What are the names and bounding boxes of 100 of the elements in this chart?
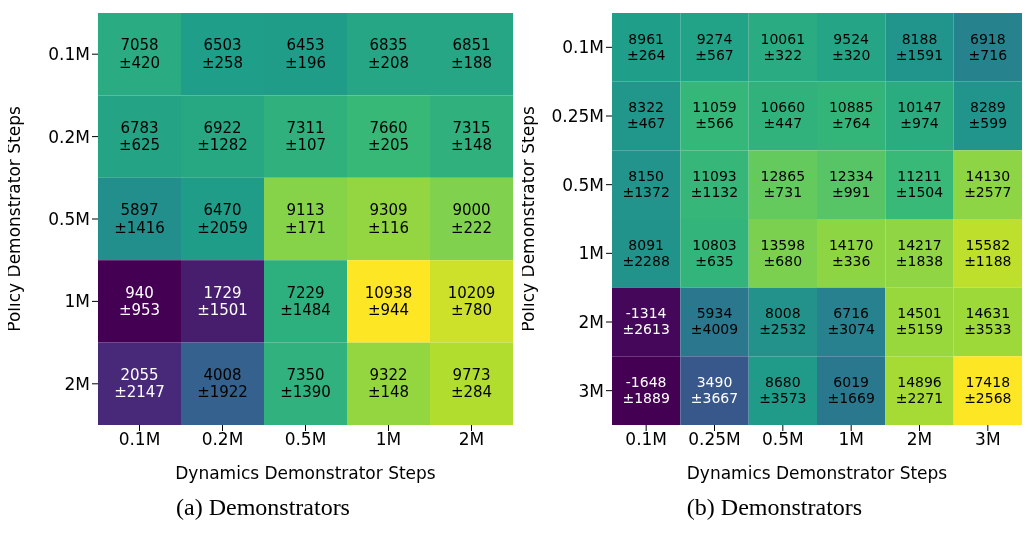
data-label: 8289 — [970, 99, 1006, 116]
data-label: 8188 — [901, 30, 938, 47]
data-label: 15582 — [965, 236, 1011, 253]
data-label: 10147 — [897, 99, 942, 116]
annotation: ±1188 — [964, 252, 1012, 269]
data-label: 8680 — [765, 373, 801, 390]
y-tick-label: 0.5M — [562, 174, 604, 195]
annotation: ±2577 — [964, 184, 1012, 201]
data-label: 8091 — [628, 236, 664, 253]
x-tick-label: 0.2M — [201, 429, 244, 450]
data-label: 6835 — [369, 36, 408, 55]
annotation: ±2288 — [622, 252, 670, 269]
data-label: 6922 — [203, 118, 242, 137]
data-label: 17418 — [965, 373, 1011, 390]
annotation: ±1132 — [690, 184, 739, 201]
data-label: 7311 — [286, 118, 325, 137]
data-label: 1729 — [203, 283, 242, 302]
annotation: ±208 — [367, 53, 410, 72]
annotation: ±1484 — [280, 300, 331, 319]
annotation: ±974 — [900, 115, 939, 132]
data-label: 10803 — [692, 236, 737, 253]
data-label: 6783 — [120, 118, 159, 137]
annotation: ±3074 — [827, 321, 875, 338]
annotation: ±1416 — [114, 218, 165, 237]
annotation: ±5159 — [895, 321, 944, 338]
annotation: ±2532 — [759, 321, 807, 338]
annotation: ±4009 — [690, 321, 739, 338]
annotation: ±171 — [284, 218, 327, 237]
annotation: ±320 — [831, 46, 871, 63]
annotation: ±420 — [118, 53, 161, 72]
annotation: ±567 — [695, 46, 734, 63]
data-label: 10209 — [447, 283, 496, 302]
annotation: ±625 — [118, 136, 161, 155]
annotation: ±1372 — [622, 184, 670, 201]
annotation: ±107 — [284, 136, 327, 155]
annotation: ±599 — [968, 115, 1008, 132]
data-label: 9000 — [452, 201, 491, 220]
data-label: 4008 — [203, 366, 242, 385]
data-label: 12865 — [760, 167, 806, 184]
data-label: 7315 — [452, 118, 491, 137]
x-tick-label: 1M — [838, 429, 864, 450]
y-tick-label: 1M — [64, 291, 90, 312]
annotation: ±1282 — [197, 136, 248, 155]
data-label: 6019 — [833, 373, 869, 390]
annotation: ±953 — [118, 300, 161, 319]
annotation: ±264 — [626, 46, 666, 63]
annotation: ±2613 — [622, 321, 670, 338]
data-label: 10660 — [760, 99, 806, 116]
data-label: 940 — [125, 283, 154, 302]
data-label: -1648 — [625, 373, 667, 390]
x-axis-title: Dynamics Demonstrator Steps — [175, 463, 436, 483]
y-tick-label: 0.1M — [48, 44, 90, 65]
data-label: 14217 — [897, 236, 942, 253]
data-label: 6918 — [970, 30, 1006, 47]
y-tick-label: 0.5M — [48, 209, 90, 230]
annotation: ±336 — [831, 252, 871, 269]
annotation: ±1591 — [895, 46, 944, 63]
data-label: 3490 — [696, 373, 733, 390]
data-label: 9309 — [369, 201, 408, 220]
data-label: 8961 — [628, 30, 664, 47]
annotation: ±196 — [284, 53, 327, 72]
annotation: ±764 — [831, 115, 871, 132]
data-label: 9773 — [452, 366, 491, 385]
annotation: ±680 — [763, 252, 803, 269]
x-tick-label: 2M — [458, 429, 485, 450]
annotation: ±205 — [367, 136, 410, 155]
data-label: 14170 — [828, 236, 874, 253]
y-tick-label: 0.25M — [551, 106, 604, 127]
annotation: ±2568 — [964, 390, 1012, 407]
annotation: ±3667 — [690, 390, 739, 407]
annotation: ±2147 — [114, 383, 165, 402]
x-tick-label: 0.5M — [284, 429, 327, 450]
x-tick-label: 3M — [975, 429, 1001, 450]
annotation: ±322 — [763, 46, 803, 63]
x-tick-label: 0.25M — [688, 429, 741, 450]
annotation: ±148 — [367, 383, 410, 402]
data-label: 13598 — [760, 236, 806, 253]
data-label: 9113 — [286, 201, 325, 220]
data-label: 6470 — [203, 201, 242, 220]
data-label: 14501 — [897, 305, 942, 322]
data-label: 5897 — [120, 201, 159, 220]
annotation: ±1669 — [827, 390, 875, 407]
x-tick-label: 1M — [375, 429, 402, 450]
data-label: 7058 — [120, 36, 159, 55]
data-label: 6851 — [452, 36, 491, 55]
data-label: 6503 — [203, 36, 242, 55]
data-label: 12334 — [828, 167, 874, 184]
data-label: 11211 — [897, 167, 942, 184]
annotation: ±2271 — [895, 390, 944, 407]
annotation: ±284 — [450, 383, 493, 402]
y-tick-label: 2M — [578, 312, 604, 333]
annotation: ±258 — [201, 53, 244, 72]
data-label: 8150 — [628, 167, 664, 184]
annotation: ±944 — [367, 300, 410, 319]
annotation: ±780 — [450, 300, 493, 319]
text: (b) Demonstrators — [686, 494, 863, 521]
annotation: ±716 — [968, 46, 1008, 63]
data-label: 9322 — [369, 366, 408, 385]
data-label: 11059 — [692, 99, 737, 116]
y-tick-label: 1M — [578, 243, 604, 264]
